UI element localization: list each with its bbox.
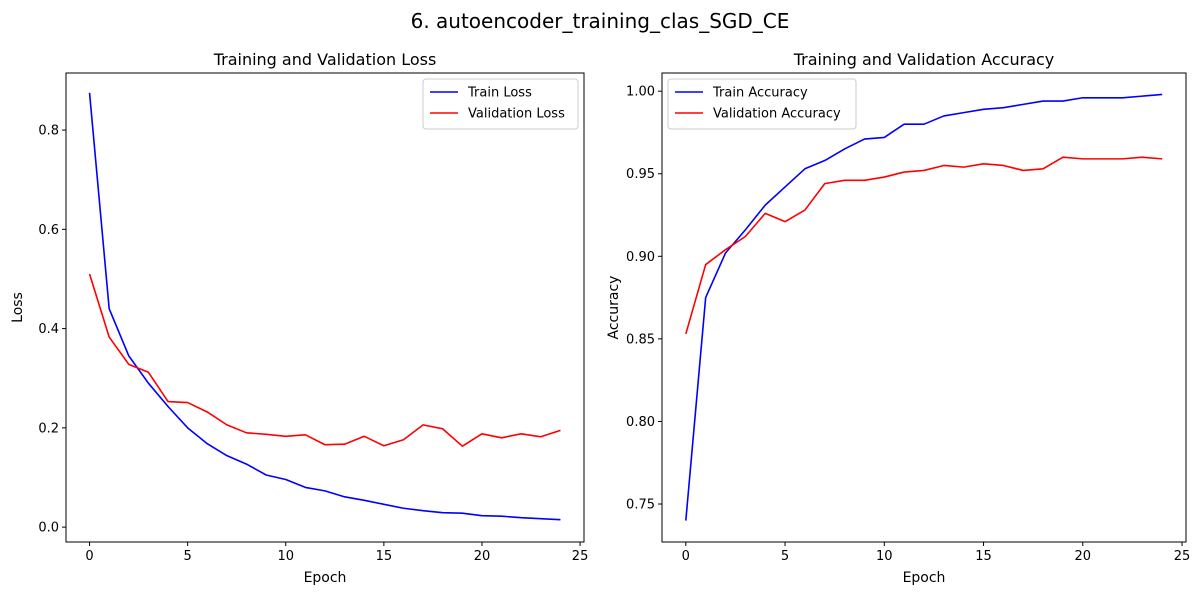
accuracy-x-tick-label: 10	[876, 549, 893, 564]
accuracy-y-tick-label: 0.95	[626, 167, 655, 182]
loss-x-axis-label: Epoch	[304, 570, 347, 586]
accuracy-legend-box	[667, 78, 857, 130]
accuracy-panel: Training and Validation Accuracy Epoch A…	[606, 50, 1190, 586]
loss-x-tick-label: 5	[184, 549, 192, 564]
accuracy-y-tick-label: 1.00	[626, 85, 655, 100]
loss-x-tick-label: 10	[277, 549, 294, 564]
accuracy-y-axis-label: Accuracy	[606, 276, 622, 340]
accuracy-legend-label-train-accuracy: Train Accuracy	[712, 86, 808, 101]
accuracy-plot-frame	[661, 72, 1187, 543]
accuracy-x-tick-label: 20	[1075, 549, 1092, 564]
accuracy-y-tick-label: 0.90	[626, 250, 655, 265]
accuracy-x-tick-label: 25	[1174, 549, 1191, 564]
accuracy-x-tick-label: 0	[682, 549, 690, 564]
loss-legend-label-validation-loss: Validation Loss	[468, 107, 565, 122]
loss-y-tick-label: 0.2	[38, 421, 59, 436]
loss-y-tick-label: 0.0	[38, 521, 59, 536]
loss-x-tick-label: 25	[572, 549, 589, 564]
loss-legend: Train Loss Validation Loss	[422, 78, 579, 130]
figure-title: 6. autoencoder_training_clas_SGD_CE	[411, 9, 790, 33]
accuracy-legend: Train Accuracy Validation Accuracy	[667, 78, 857, 130]
loss-legend-box	[422, 78, 579, 130]
loss-y-axis-label: Loss	[10, 292, 26, 323]
accuracy-legend-label-validation-accuracy: Validation Accuracy	[713, 107, 841, 122]
loss-y-tick-label: 0.8	[38, 124, 59, 139]
loss-panel: Training and Validation Loss Epoch Loss …	[10, 50, 588, 586]
accuracy-series-validation-accuracy	[685, 156, 1163, 335]
accuracy-y-tick-label: 0.80	[626, 415, 655, 430]
loss-x-tick-label: 20	[474, 549, 491, 564]
loss-plot-frame	[65, 72, 585, 543]
accuracy-y-tick-label: 0.85	[626, 332, 655, 347]
accuracy-y-tick-label: 0.75	[626, 498, 655, 513]
accuracy-x-axis-label: Epoch	[903, 570, 946, 586]
loss-chart-title: Training and Validation Loss	[213, 50, 437, 69]
accuracy-x-tick-label: 5	[781, 549, 789, 564]
loss-series-train-loss	[88, 92, 561, 521]
loss-legend-label-train-loss: Train Loss	[467, 86, 532, 101]
loss-series-validation-loss	[88, 273, 561, 448]
loss-y-tick-label: 0.6	[38, 223, 59, 238]
loss-x-tick-label: 15	[376, 549, 393, 564]
loss-y-tick-label: 0.4	[38, 322, 59, 337]
loss-x-tick-label: 0	[85, 549, 93, 564]
accuracy-chart-title: Training and Validation Accuracy	[793, 50, 1055, 69]
accuracy-x-tick-label: 15	[975, 549, 992, 564]
accuracy-series-train-accuracy	[685, 93, 1163, 521]
